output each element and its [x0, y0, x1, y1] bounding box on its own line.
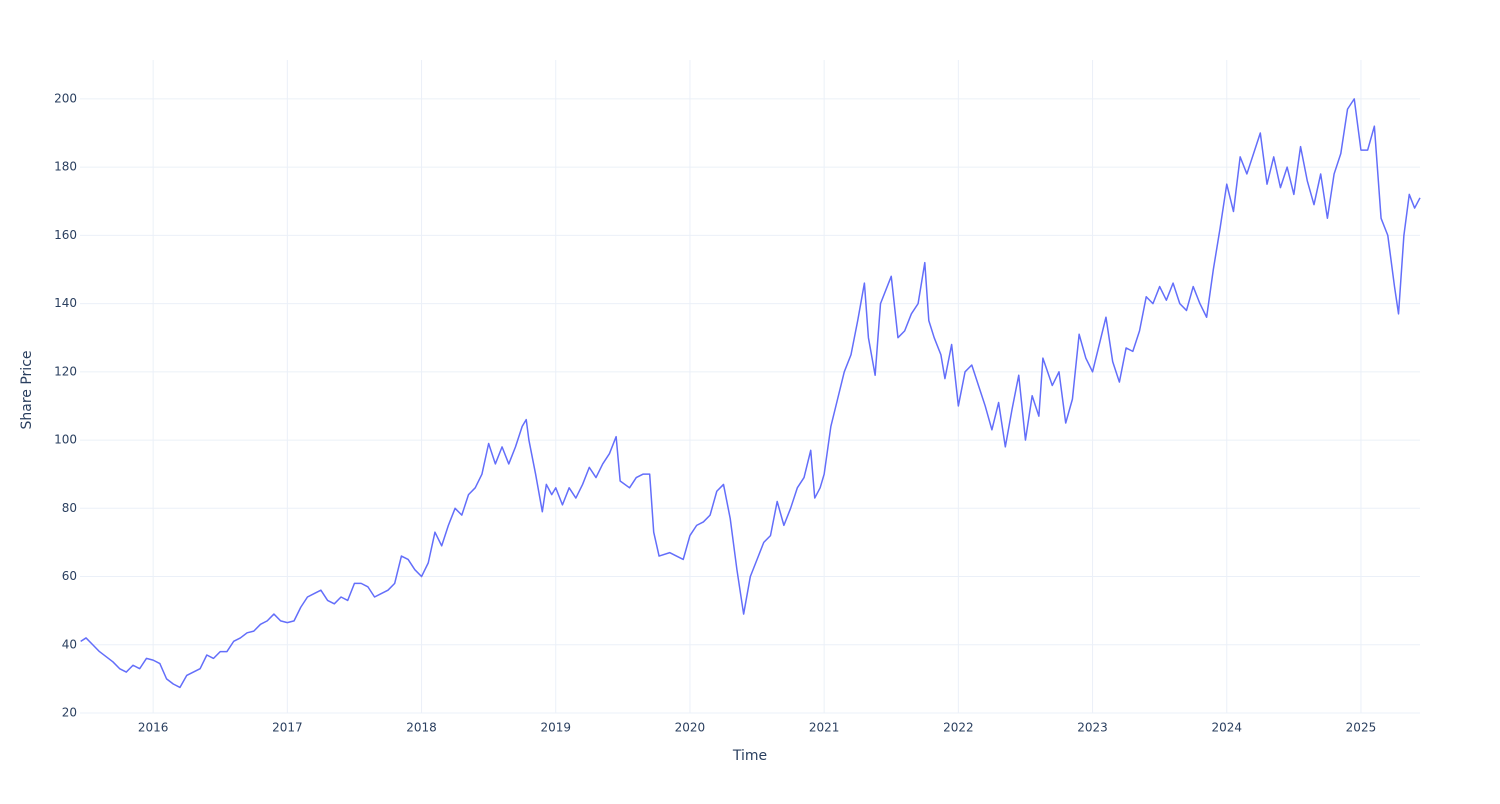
y-tick-label: 80: [62, 501, 77, 515]
x-tick-label: 2020: [675, 721, 706, 735]
y-tick-label: 180: [54, 160, 77, 174]
y-tick-label: 40: [62, 637, 77, 651]
x-tick-label: 2016: [138, 721, 169, 735]
x-tick-label: 2024: [1211, 721, 1242, 735]
x-tick-label: 2023: [1077, 721, 1108, 735]
x-tick-label: 2017: [272, 721, 303, 735]
y-tick-label: 60: [62, 569, 77, 583]
y-tick-label: 200: [54, 91, 77, 105]
y-tick-label: 120: [54, 364, 77, 378]
y-axis-title: Share Price: [19, 350, 35, 429]
y-tick-label: 140: [54, 296, 77, 310]
x-tick-label: 2019: [540, 721, 571, 735]
x-tick-label: 2025: [1346, 721, 1377, 735]
price-line: [80, 98, 1421, 689]
x-tick-label: 2022: [943, 721, 974, 735]
y-tick-label: 20: [62, 706, 77, 720]
y-tick-label: 100: [54, 433, 77, 447]
x-tick-label: 2021: [809, 721, 840, 735]
y-tick-label: 160: [54, 228, 77, 242]
x-axis-title: Time: [732, 748, 767, 764]
x-tick-label: 2018: [406, 721, 437, 735]
